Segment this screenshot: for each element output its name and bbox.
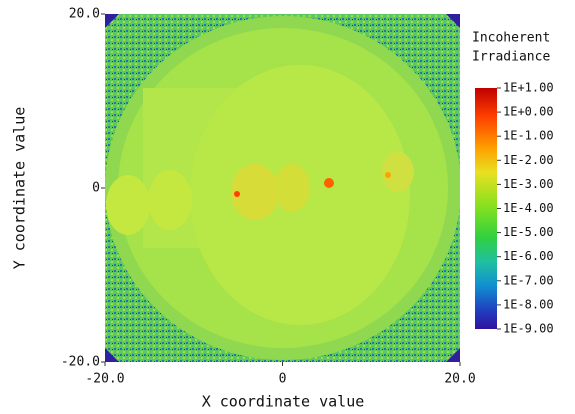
colorbar-tick-label: 1E+1.00 [503, 81, 554, 95]
x-axis-label: X coordinate value [202, 393, 365, 411]
colorbar-title: Incoherent [472, 31, 550, 46]
colorbar-tick-label: 1E-1.00 [503, 129, 554, 143]
y-tick-label: -20.0 [61, 355, 100, 370]
y-tick-label: 20.0 [69, 7, 100, 22]
colorbar-tick-label: 1E+0.00 [503, 105, 554, 119]
colorbar-title: Irradiance [472, 50, 550, 65]
x-tick-label: 20.0 [444, 372, 475, 387]
colorbar-tick-label: 1E-6.00 [503, 249, 554, 263]
x-tick-label: 0 [279, 372, 287, 387]
y-tick-label: 0 [92, 181, 100, 196]
colorbar-tick-label: 1E-9.00 [503, 322, 554, 336]
colorbar-tick-label: 1E-3.00 [503, 177, 554, 191]
colorbar-tick-label: 1E-4.00 [503, 201, 554, 215]
x-tick-label: -20.0 [85, 372, 124, 387]
y-axis-label: Y coordinate value [11, 107, 29, 270]
colorbar-tick-label: 1E-7.00 [503, 273, 554, 287]
colorbar-tick-label: 1E-5.00 [503, 225, 554, 239]
irradiance-map [105, 14, 460, 362]
colorbar-tick-label: 1E-2.00 [503, 153, 554, 167]
colorbar-tick-label: 1E-8.00 [503, 297, 554, 311]
colorbar [475, 88, 497, 329]
